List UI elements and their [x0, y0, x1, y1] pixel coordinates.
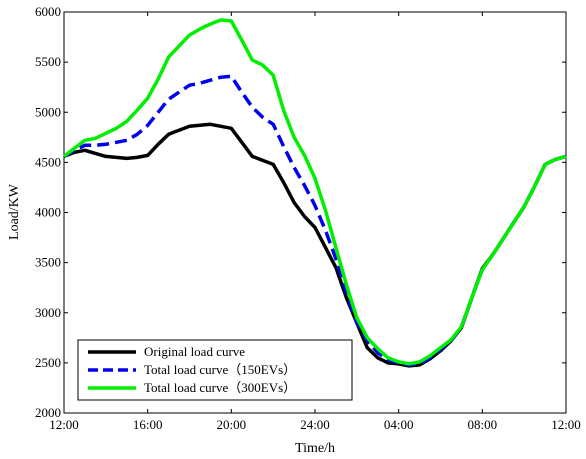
x-tick-label: 20:00: [217, 417, 247, 432]
x-axis-title: Time/h: [295, 441, 335, 456]
legend-label-1: Original load curve: [144, 344, 245, 359]
x-tick-label: 04:00: [384, 417, 414, 432]
y-tick-label: 5500: [35, 54, 61, 69]
y-tick-label: 3500: [35, 255, 61, 270]
x-tick-label: 16:00: [133, 417, 163, 432]
y-tick-label: 3000: [35, 305, 61, 320]
legend-label-2: Total load curve（150EVs）: [144, 362, 296, 377]
legend: Original load curve Total load curve（150E…: [77, 339, 353, 401]
x-tick-label: 08:00: [468, 417, 498, 432]
x-tick-label: 12:00: [551, 417, 581, 432]
y-tick-label: 2500: [35, 355, 61, 370]
series-line-3: [62, 18, 567, 366]
legend-label-3: Total load curve（300EVs）: [144, 380, 296, 395]
y-tick-label: 5000: [35, 104, 61, 119]
y-tick-label: 4500: [35, 154, 61, 169]
y-tick-label: 6000: [35, 4, 61, 19]
y-tick-label: 4000: [35, 205, 61, 220]
x-tick-label: 12:00: [49, 417, 79, 432]
axis-ticks: 12:00 16:00 20:00 24:00 04:00 08:00 12:0020002…: [35, 4, 581, 432]
x-tick-label: 24:00: [300, 417, 330, 432]
y-axis-title: Load/KW: [7, 183, 22, 240]
y-tick-label: 2000: [35, 405, 61, 420]
series-lines: [62, 18, 567, 368]
